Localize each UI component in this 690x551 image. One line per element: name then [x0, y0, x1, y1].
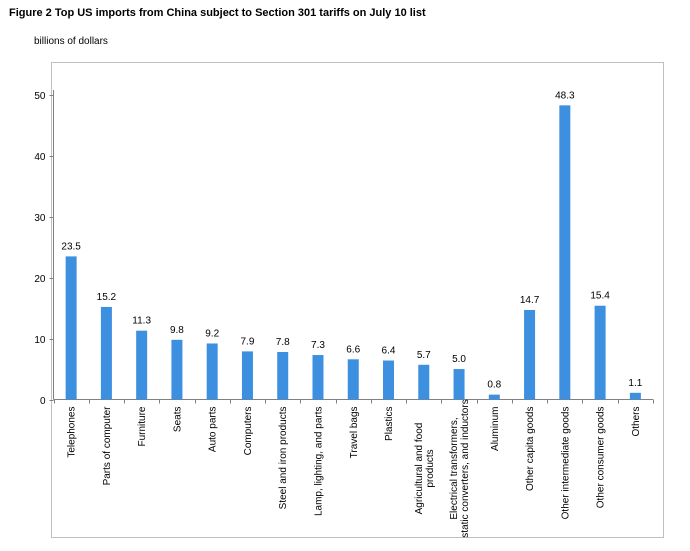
data-label: 5.0 — [452, 354, 466, 365]
bar — [241, 351, 253, 400]
y-tick-label: 40 — [34, 152, 46, 163]
data-label: 6.6 — [346, 344, 360, 355]
data-label: 9.8 — [170, 325, 184, 336]
x-tick-label: Furniture — [137, 406, 148, 446]
y-tick-label: 30 — [34, 213, 46, 224]
data-label: 1.1 — [628, 378, 642, 389]
data-label: 7.9 — [241, 336, 255, 347]
x-tick-label: Parts of computer — [102, 406, 113, 486]
x-tick-label-line: Parts of computer — [102, 406, 113, 486]
x-tick-label-line: Other capita goods — [525, 407, 536, 492]
x-tick-label: Electrical transformers, static converter… — [449, 399, 471, 537]
y-tick-label: 50 — [34, 91, 46, 102]
bar — [559, 105, 571, 400]
bar — [488, 394, 500, 400]
x-tick-label-line: Other intermediate goods — [560, 407, 571, 520]
x-tick-label-line: Electrical transformers, — [449, 417, 460, 519]
x-tick-label: Aluminum — [490, 407, 501, 451]
x-tick-label-line: Lamp, lighting, and parts — [314, 407, 325, 517]
x-tick-label-line: Steel and iron products — [278, 407, 289, 510]
data-label: 5.7 — [417, 350, 431, 361]
bar — [65, 256, 77, 400]
data-label: 48.3 — [555, 90, 575, 101]
bar — [418, 364, 430, 400]
bar — [171, 339, 183, 400]
x-axis — [53, 399, 654, 404]
y-tick-label: 20 — [34, 274, 46, 285]
x-tick-label-line: Aluminum — [490, 407, 501, 451]
x-tick-label: Other consumer goods — [596, 407, 607, 509]
x-tick-label-line: Agricultural and food — [414, 423, 425, 515]
x-tick-label-line: Telephones — [67, 407, 78, 458]
x-tick-label-line: Auto parts — [208, 407, 219, 453]
x-tick-label-line: Travel bags — [349, 407, 360, 459]
bar — [629, 392, 641, 400]
x-tick-label: Agricultural and food products — [414, 423, 436, 515]
x-tick-label: Seats — [172, 407, 183, 433]
data-label: 9.2 — [205, 328, 219, 339]
data-label: 7.3 — [311, 340, 325, 351]
y-tick-label: 0 — [40, 396, 46, 407]
x-tick-label: Other intermediate goods — [560, 407, 571, 520]
bar — [277, 351, 289, 400]
x-tick-label: Plastics — [384, 407, 395, 441]
data-label: 14.7 — [520, 295, 540, 306]
x-tick-label-line: static converters, and inductors — [460, 399, 471, 537]
x-tick-label: Travel bags — [349, 407, 360, 459]
category-labels: Telephones Parts of computer Furniture Seat… — [67, 399, 642, 537]
y-tick-label: 10 — [34, 335, 46, 346]
x-tick-label-line: Plastics — [384, 407, 395, 441]
plot-area-frame — [51, 62, 664, 538]
x-tick-label: Computers — [243, 407, 254, 456]
x-tick-label: Other capita goods — [525, 407, 536, 492]
bar — [347, 359, 359, 400]
bar — [136, 330, 148, 400]
x-tick-label-line: Seats — [172, 407, 183, 433]
data-label: 23.5 — [61, 241, 81, 252]
x-tick-label: Others — [631, 407, 642, 437]
data-label: 0.8 — [487, 380, 501, 391]
y-axis-unit-label: billions of dollars — [34, 36, 108, 47]
data-label: 7.8 — [276, 337, 290, 348]
data-label: 6.4 — [382, 346, 396, 357]
bar — [594, 305, 606, 400]
x-tick-label-line: Other consumer goods — [596, 407, 607, 509]
x-tick-label: Lamp, lighting, and parts — [314, 407, 325, 517]
x-tick-label-line: Computers — [243, 407, 254, 456]
x-tick-label: Auto parts — [208, 407, 219, 453]
y-axis: 0 10 20 30 40 50 — [34, 90, 54, 407]
data-label: 15.4 — [590, 291, 610, 302]
bar — [383, 360, 395, 400]
x-tick-label-line: products — [425, 449, 436, 487]
bar — [524, 309, 536, 400]
bar — [453, 369, 465, 400]
bars — [65, 105, 641, 400]
x-tick-label-line: Furniture — [137, 406, 148, 446]
x-tick-label: Steel and iron products — [278, 407, 289, 510]
data-label: 11.3 — [132, 316, 151, 327]
data-label: 15.2 — [97, 292, 117, 303]
bar — [206, 343, 218, 400]
data-labels: 23.5 15.2 11.3 9.8 9.2 7.9 7.8 7.3 6.6 6.4 5.7 5.0 0… — [61, 90, 642, 390]
figure-title: Figure 2 Top US imports from China subje… — [9, 7, 426, 19]
bar — [312, 355, 324, 400]
bar — [100, 306, 112, 400]
x-tick-label-line: Others — [631, 407, 642, 437]
x-tick-label: Telephones — [67, 407, 78, 458]
